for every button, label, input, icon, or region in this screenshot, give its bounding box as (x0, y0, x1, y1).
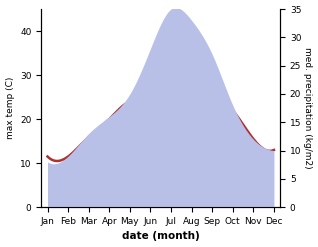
Y-axis label: max temp (C): max temp (C) (5, 77, 15, 139)
X-axis label: date (month): date (month) (122, 231, 200, 242)
Y-axis label: med. precipitation (kg/m2): med. precipitation (kg/m2) (303, 47, 313, 169)
